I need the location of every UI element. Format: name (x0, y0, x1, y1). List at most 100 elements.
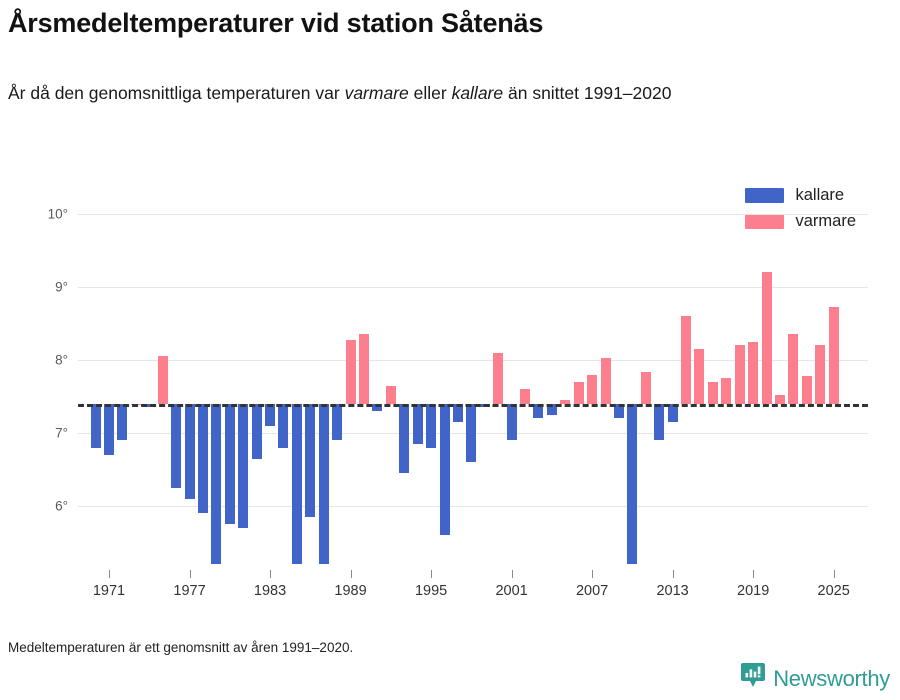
bar-2012[interactable] (654, 403, 665, 441)
legend-item-varmare[interactable]: varmare (745, 212, 856, 231)
bar-1995[interactable] (426, 403, 437, 448)
legend-label: kallare (795, 186, 845, 204)
bar-1972[interactable] (117, 403, 128, 441)
legend-swatch-varmare (745, 214, 785, 229)
x-axis-tick (833, 570, 835, 578)
bar-1990[interactable] (358, 334, 369, 404)
bar-2025[interactable] (828, 307, 839, 404)
newsworthy-brand: Newsworthy (740, 662, 890, 695)
bar-1983[interactable] (265, 403, 276, 426)
bar-2001[interactable] (506, 403, 517, 441)
bar-2004[interactable] (546, 403, 557, 415)
bar-1981[interactable] (238, 403, 249, 528)
bar-1975[interactable] (157, 356, 168, 404)
bar-1997[interactable] (452, 403, 463, 423)
bar-1979[interactable] (211, 403, 222, 565)
bar-1993[interactable] (399, 403, 410, 474)
x-axis-tick-label: 2019 (737, 583, 770, 599)
x-axis-tick (753, 570, 755, 578)
x-axis-tick-label: 1989 (334, 583, 367, 599)
bar-2008[interactable] (600, 357, 611, 404)
x-axis-tick-label: 1971 (92, 583, 126, 599)
bar-1989[interactable] (345, 339, 356, 404)
bar-1980[interactable] (224, 403, 235, 525)
bar-2006[interactable] (573, 381, 584, 404)
x-axis-tick-label: 2013 (656, 583, 689, 599)
bar-1988[interactable] (332, 403, 343, 441)
legend-swatch-kallare (745, 188, 785, 203)
x-axis-tick-label: 2025 (817, 583, 850, 599)
bar-2015[interactable] (694, 349, 705, 404)
bar-1986[interactable] (305, 403, 316, 517)
subtitle-emphasis-colder: kallare (451, 83, 504, 103)
bar-2005[interactable] (560, 400, 571, 404)
gridline-8 (78, 360, 868, 361)
x-axis-tick (109, 570, 110, 578)
gridline-10 (78, 214, 868, 215)
x-axis-tick (350, 570, 352, 578)
subtitle-part-2: eller (408, 83, 452, 103)
x-axis-tick-label: 1995 (414, 583, 448, 599)
y-axis-tick-label: 10° (47, 206, 68, 222)
x-axis-tick (672, 570, 674, 578)
x-axis-tick-label: 2001 (495, 583, 528, 599)
bar-2002[interactable] (520, 389, 531, 404)
bar-2014[interactable] (681, 316, 692, 404)
bar-2024[interactable] (815, 345, 826, 404)
bar-1976[interactable] (171, 403, 182, 488)
gridline-6 (78, 506, 868, 507)
bar-2013[interactable] (667, 403, 678, 423)
subtitle-emphasis-warmer: varmare (344, 83, 409, 103)
chart-legend: kallare varmare (745, 186, 856, 231)
bar-2023[interactable] (801, 376, 812, 404)
bar-1970[interactable] (90, 403, 101, 448)
bar-2009[interactable] (613, 403, 624, 419)
bar-1994[interactable] (412, 403, 423, 444)
brand-name: Newsworthy (773, 665, 890, 691)
page-title: Årsmedeltemperaturer vid station Såtenäs (8, 8, 544, 38)
bar-2010[interactable] (627, 403, 638, 565)
y-axis-tick-label: 7° (55, 425, 68, 441)
x-axis-tick-label: 1983 (253, 583, 287, 599)
chart-subtitle: År då den genomsnittliga temperaturen va… (8, 80, 868, 107)
bar-2003[interactable] (533, 403, 544, 419)
x-axis-tick (189, 570, 191, 578)
bar-1971[interactable] (104, 403, 114, 455)
bar-2020[interactable] (761, 272, 772, 404)
bar-2000[interactable] (493, 352, 504, 404)
bar-1984[interactable] (278, 403, 289, 448)
mean-reference-line (78, 403, 868, 407)
x-axis-tick (511, 570, 513, 578)
legend-item-kallare[interactable]: kallare (745, 186, 856, 205)
gridline-9 (78, 287, 868, 288)
bar-2022[interactable] (788, 334, 799, 404)
bar-2017[interactable] (721, 378, 732, 404)
bar-2016[interactable] (707, 381, 718, 404)
bar-1978[interactable] (197, 403, 208, 514)
bar-1982[interactable] (251, 403, 262, 459)
x-axis-tick (270, 570, 272, 578)
bar-1992[interactable] (385, 385, 396, 404)
bar-1998[interactable] (466, 403, 477, 463)
bar-2019[interactable] (748, 341, 759, 404)
bar-2011[interactable] (640, 372, 651, 404)
bar-1987[interactable] (318, 403, 329, 565)
bar-2007[interactable] (587, 374, 598, 404)
x-axis-tick (431, 570, 433, 578)
y-axis-tick-label: 9° (55, 279, 68, 295)
x-axis-tick-label: 2007 (575, 583, 609, 599)
bar-2021[interactable] (775, 395, 785, 404)
bar-1977[interactable] (184, 403, 195, 499)
subtitle-part-3: än snittet 1991–2020 (503, 83, 672, 103)
x-axis-tick (592, 570, 594, 578)
bar-1985[interactable] (291, 403, 302, 565)
legend-label: varmare (795, 212, 856, 230)
y-axis-tick-label: 8° (55, 352, 68, 368)
bar-2018[interactable] (734, 345, 745, 404)
bar-1991[interactable] (372, 403, 383, 412)
subtitle-part-1: År då den genomsnittliga temperaturen va… (8, 83, 345, 103)
bar-1996[interactable] (439, 403, 450, 536)
y-axis-tick-label: 6° (55, 498, 68, 514)
